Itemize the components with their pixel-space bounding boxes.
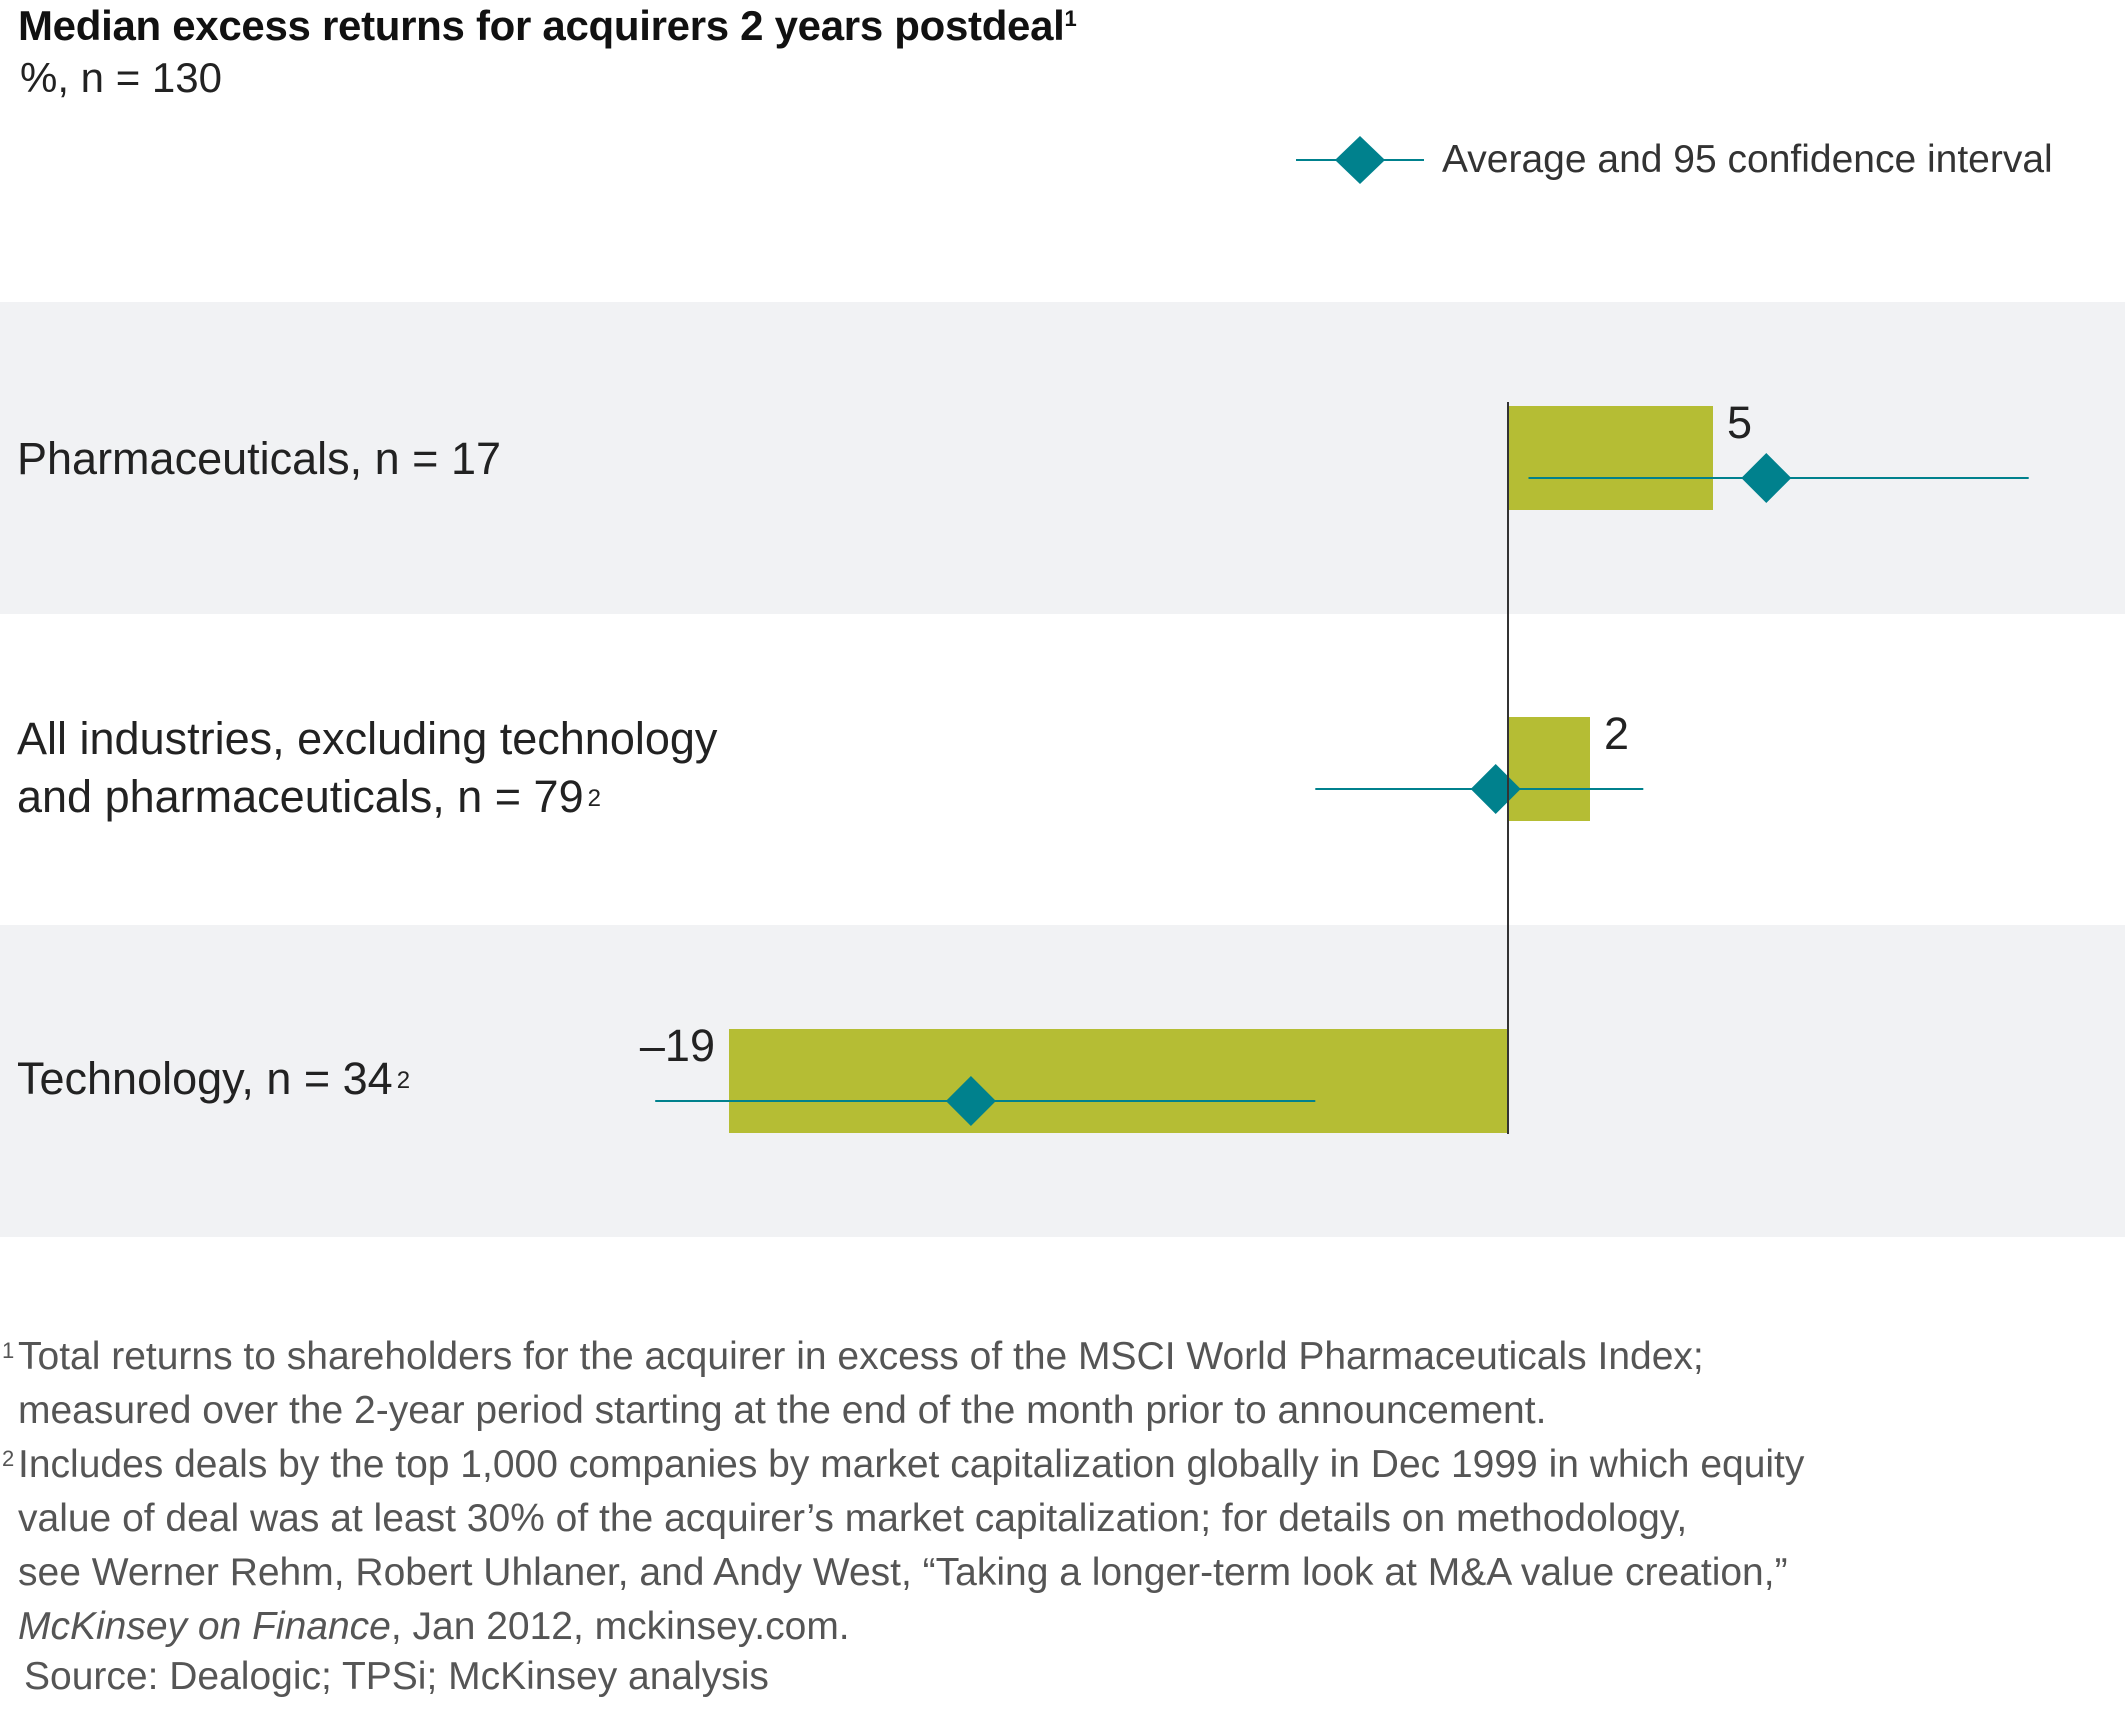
chart-title: Median excess returns for acquirers 2 ye… <box>18 2 1077 49</box>
average-diamond <box>945 1076 996 1126</box>
chart-subtitle: %, n = 130 <box>20 54 222 101</box>
title-footnote-marker: 1 <box>1064 6 1077 31</box>
footnote-1: 1 Total returns to shareholders for the … <box>2 1335 1704 1432</box>
data-label: 5 <box>1727 397 1752 448</box>
category-label-pharmaceuticals: Pharmaceuticals, n = 17 <box>17 433 502 484</box>
legend: Average and 95 confidence interval <box>1296 135 2053 185</box>
footnote-2: 2 Includes deals by the top 1,000 compan… <box>2 1443 1805 1648</box>
data-label: –19 <box>640 1020 715 1071</box>
source-note: Source: Dealogic; TPSi; McKinsey analysi… <box>24 1655 769 1698</box>
bar-median <box>729 1029 1508 1133</box>
legend-diamond-icon <box>1296 136 1424 184</box>
footnotes: 1 Total returns to shareholders for the … <box>0 1330 2125 1654</box>
average-diamond <box>1741 453 1792 503</box>
bar-median <box>1508 717 1590 821</box>
category-label-all-industries: All industries, excluding technology and … <box>17 713 718 822</box>
legend-label: Average and 95 confidence interval <box>1442 138 2053 181</box>
data-label: 2 <box>1604 708 1629 759</box>
bar-median <box>1508 406 1713 510</box>
category-label-technology: Technology, n = 34 2 <box>17 1053 411 1104</box>
